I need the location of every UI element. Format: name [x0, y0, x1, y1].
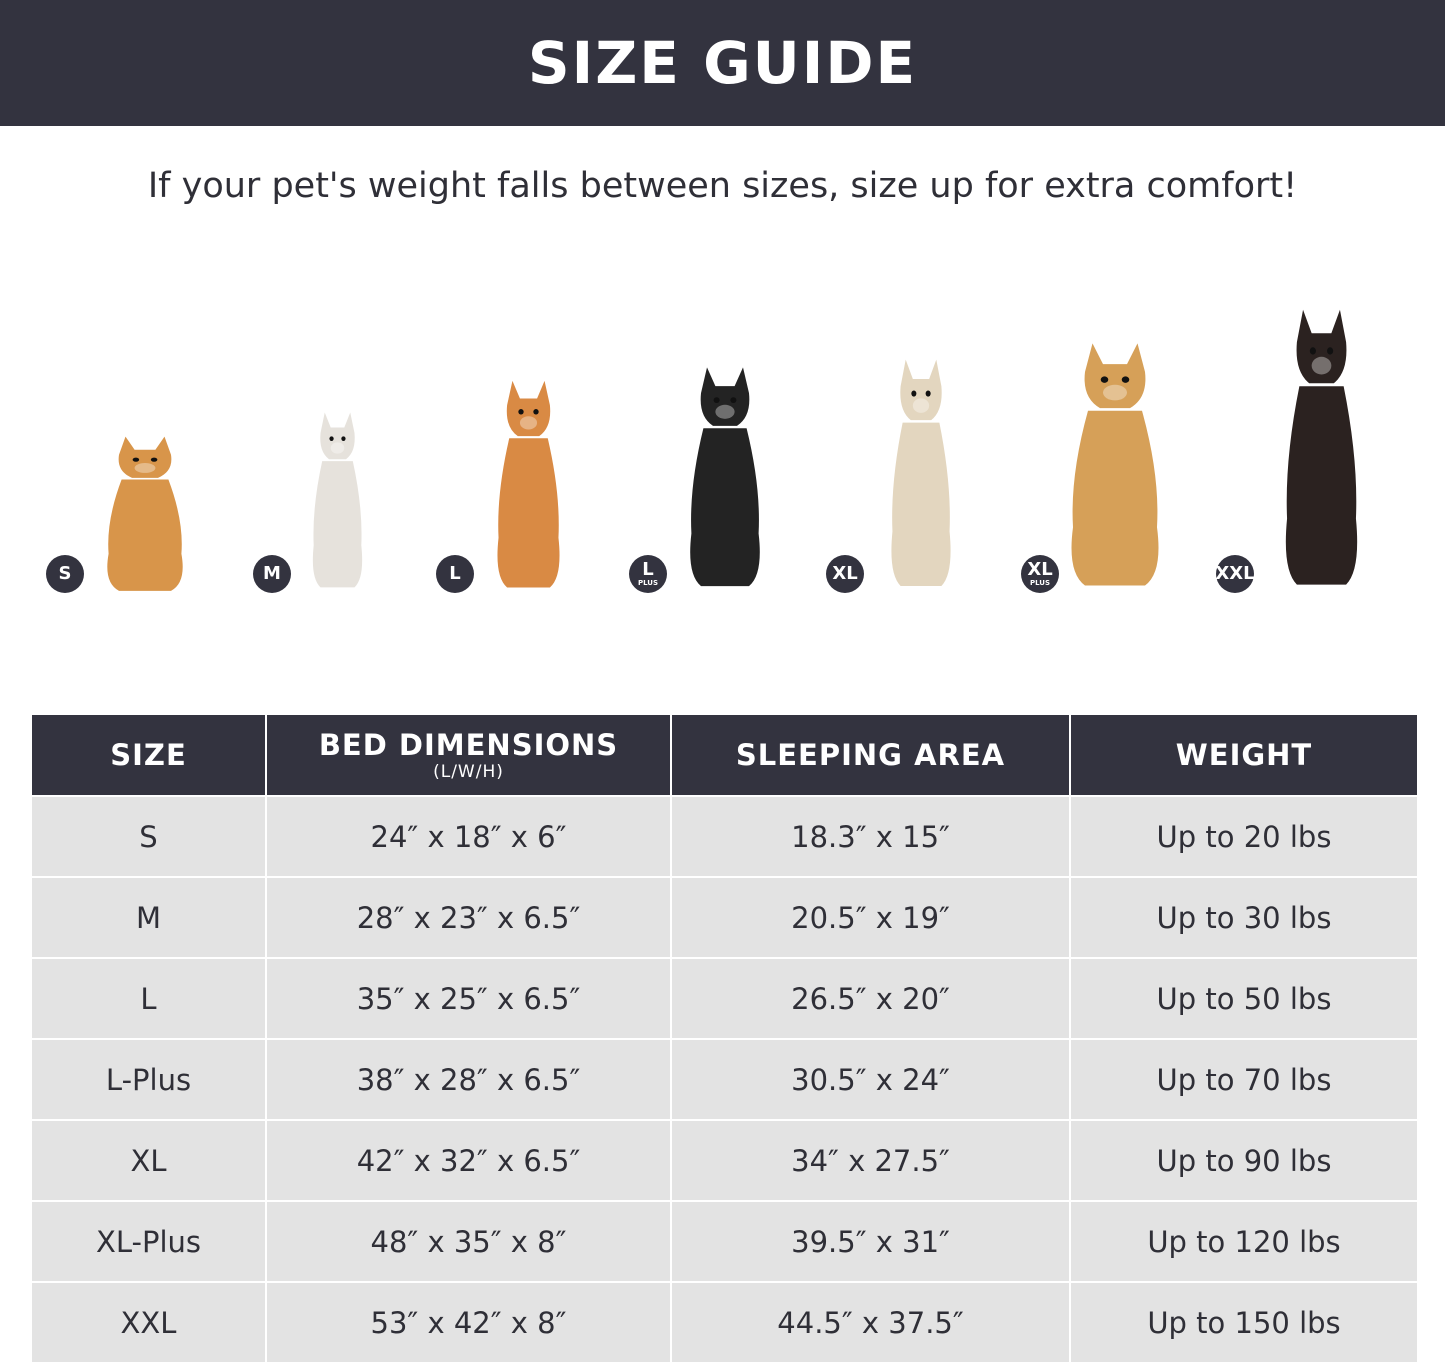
cell-size: XL-Plus: [30, 1200, 267, 1283]
cell-weight: Up to 50 lbs: [1069, 957, 1419, 1040]
header-sleeping-label: SLEEPING AREA: [735, 738, 1006, 772]
size-badge: XL: [826, 555, 864, 593]
dog-image: [1071, 343, 1159, 586]
size-badge-label: XL: [832, 563, 858, 584]
size-badge: XXL: [1215, 555, 1255, 593]
cell-weight: Up to 70 lbs: [1069, 1038, 1419, 1121]
size-badge: M: [253, 555, 291, 593]
cell-sleeping-area: 30.5″ x 24″: [670, 1038, 1071, 1121]
cell-weight: Up to 20 lbs: [1069, 795, 1419, 878]
table-row: L 35″ x 25″ x 6.5″ 26.5″ x 20″ Up to 50 lbs: [30, 957, 1419, 1040]
cell-bed-dimensions: 28″ x 23″ x 6.5″: [265, 876, 672, 959]
cell-bed-dimensions: 53″ x 42″ x 8″: [265, 1281, 672, 1364]
cell-bed-dimensions: 38″ x 28″ x 6.5″: [265, 1038, 672, 1121]
header-note: (L/W/H): [433, 762, 504, 782]
size-badge: XL PLUS: [1021, 555, 1059, 593]
cell-size: XXL: [30, 1281, 267, 1364]
header-size: SIZE: [30, 715, 267, 797]
cell-weight: Up to 150 lbs: [1069, 1281, 1419, 1364]
header-sleeping-area: SLEEPING AREA: [670, 715, 1071, 797]
cell-size: M: [30, 876, 267, 959]
dog-image: [312, 412, 363, 588]
size-badge-plus: PLUS: [1029, 579, 1051, 587]
size-badge: L PLUS: [629, 555, 667, 593]
header-bed-dimensions: BED DIMENSIONS (L/W/H): [265, 715, 672, 797]
cell-size: XL: [30, 1119, 267, 1202]
size-badge-label: S: [58, 563, 72, 584]
size-badge-label: XL: [1027, 559, 1053, 580]
cell-sleeping-area: 26.5″ x 20″: [670, 957, 1071, 1040]
cell-bed-dimensions: 42″ x 32″ x 6.5″: [265, 1119, 672, 1202]
size-badge-label: XXL: [1215, 563, 1255, 584]
size-badge-label: L: [642, 559, 654, 580]
table-row: M 28″ x 23″ x 6.5″ 20.5″ x 19″ Up to 30 lbs: [30, 876, 1419, 959]
table-row: XXL 53″ x 42″ x 8″ 44.5″ x 37.5″ Up to 150 …: [30, 1281, 1419, 1364]
page-title: SIZE GUIDE: [527, 29, 918, 97]
size-badge-label: L: [449, 563, 461, 584]
cell-bed-dimensions: 24″ x 18″ x 6″: [265, 795, 672, 878]
dog-image: [1285, 309, 1358, 585]
cell-bed-dimensions: 35″ x 25″ x 6.5″: [265, 957, 672, 1040]
size-badge-label: M: [263, 563, 281, 584]
subtitle: If your pet's weight falls between sizes…: [147, 166, 1298, 206]
cell-weight: Up to 120 lbs: [1069, 1200, 1419, 1283]
cell-sleeping-area: 34″ x 27.5″: [670, 1119, 1071, 1202]
header-weight-label: WEIGHT: [1175, 738, 1313, 772]
dog-image: [891, 359, 951, 586]
table-row: XL 42″ x 32″ x 6.5″ 34″ x 27.5″ Up to 90 lb…: [30, 1119, 1419, 1202]
cell-size: L: [30, 957, 267, 1040]
table-row: XL-Plus 48″ x 35″ x 8″ 39.5″ x 31″ Up to 12…: [30, 1200, 1419, 1283]
table-row: L-Plus 38″ x 28″ x 6.5″ 30.5″ x 24″ Up to 7…: [30, 1038, 1419, 1121]
cell-size: L-Plus: [30, 1038, 267, 1121]
size-table: SIZE BED DIMENSIONS (L/W/H) SLEEPING AREA…: [30, 715, 1419, 1364]
cell-sleeping-area: 18.3″ x 15″: [670, 795, 1071, 878]
table-row: S 24″ x 18″ x 6″ 18.3″ x 15″ Up to 20 lbs: [30, 795, 1419, 878]
header-size-label: SIZE: [110, 738, 187, 772]
size-badge-plus: PLUS: [637, 579, 659, 587]
cell-weight: Up to 30 lbs: [1069, 876, 1419, 959]
dog-image: [107, 436, 183, 591]
table-header-row: SIZE BED DIMENSIONS (L/W/H) SLEEPING AREA…: [30, 715, 1419, 797]
dog-image: [690, 367, 760, 587]
header-bed-label: BED DIMENSIONS: [318, 728, 619, 762]
size-badge: S: [46, 555, 84, 593]
header-banner: SIZE GUIDE: [0, 0, 1445, 126]
cell-weight: Up to 90 lbs: [1069, 1119, 1419, 1202]
dog-image: [497, 380, 560, 588]
cell-bed-dimensions: 48″ x 35″ x 8″: [265, 1200, 672, 1283]
cell-sleeping-area: 44.5″ x 37.5″: [670, 1281, 1071, 1364]
header-weight: WEIGHT: [1069, 715, 1419, 797]
cell-sleeping-area: 39.5″ x 31″: [670, 1200, 1071, 1283]
size-badge: L: [436, 555, 474, 593]
cell-sleeping-area: 20.5″ x 19″: [670, 876, 1071, 959]
cell-size: S: [30, 795, 267, 878]
